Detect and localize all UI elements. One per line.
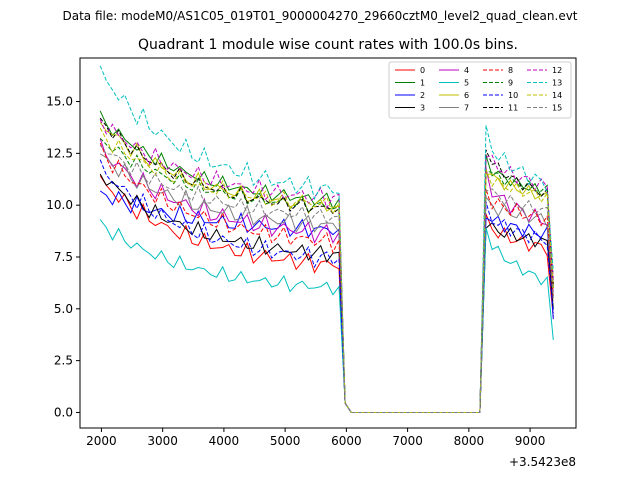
chart-title: Quadrant 1 module wise count rates with … [138, 37, 518, 53]
legend-label-0: 0 [420, 66, 425, 75]
chart-suptitle: Data file: modeM0/AS1C05_019T01_90000042… [62, 9, 577, 23]
axes-ticks: 2000 3000 4000 5000 6000 7000 8000 9000 0.0 2.5 5.… [46, 95, 545, 448]
x-tick-label: 9000 [515, 434, 546, 448]
legend-label-11: 11 [508, 104, 518, 113]
axes-frame [79, 57, 577, 429]
x-tick-label: 7000 [392, 434, 423, 448]
legend-label-3: 3 [420, 104, 425, 113]
y-tick-label: 7.5 [54, 250, 73, 264]
legend-label-6: 6 [464, 91, 469, 100]
legend-label-15: 15 [552, 104, 562, 113]
plot-area: 2000 3000 4000 5000 6000 7000 8000 9000 0.0 2.5 5.… [46, 57, 577, 448]
legend-label-1: 1 [420, 79, 425, 88]
legend-box [388, 61, 572, 119]
x-tick-label: 5000 [270, 434, 301, 448]
y-tick-label: 10.0 [46, 198, 73, 212]
y-tick-label: 0.0 [54, 405, 73, 419]
x-offset-label: +3.5423e8 [509, 455, 576, 469]
legend-label-2: 2 [420, 91, 425, 100]
legend-label-13: 13 [552, 79, 562, 88]
x-tick-label: 4000 [209, 434, 240, 448]
legend-label-7: 7 [464, 104, 469, 113]
legend-label-9: 9 [508, 79, 513, 88]
y-tick-label: 12.5 [46, 146, 73, 160]
series-lines [99, 65, 554, 413]
series-line-15 [99, 144, 554, 413]
legend-label-5: 5 [464, 79, 469, 88]
y-tick-label: 5.0 [54, 302, 73, 316]
x-tick-label: 8000 [454, 434, 485, 448]
legend-label-4: 4 [464, 66, 469, 75]
x-tick-label: 2000 [86, 434, 117, 448]
y-tick-label: 15.0 [46, 95, 73, 109]
legend-label-14: 14 [552, 91, 562, 100]
legend-label-12: 12 [552, 66, 562, 75]
legend-label-8: 8 [508, 66, 513, 75]
legend-label-10: 10 [508, 91, 518, 100]
y-tick-label: 2.5 [54, 354, 73, 368]
x-tick-label: 3000 [147, 434, 178, 448]
x-tick-label: 6000 [331, 434, 362, 448]
